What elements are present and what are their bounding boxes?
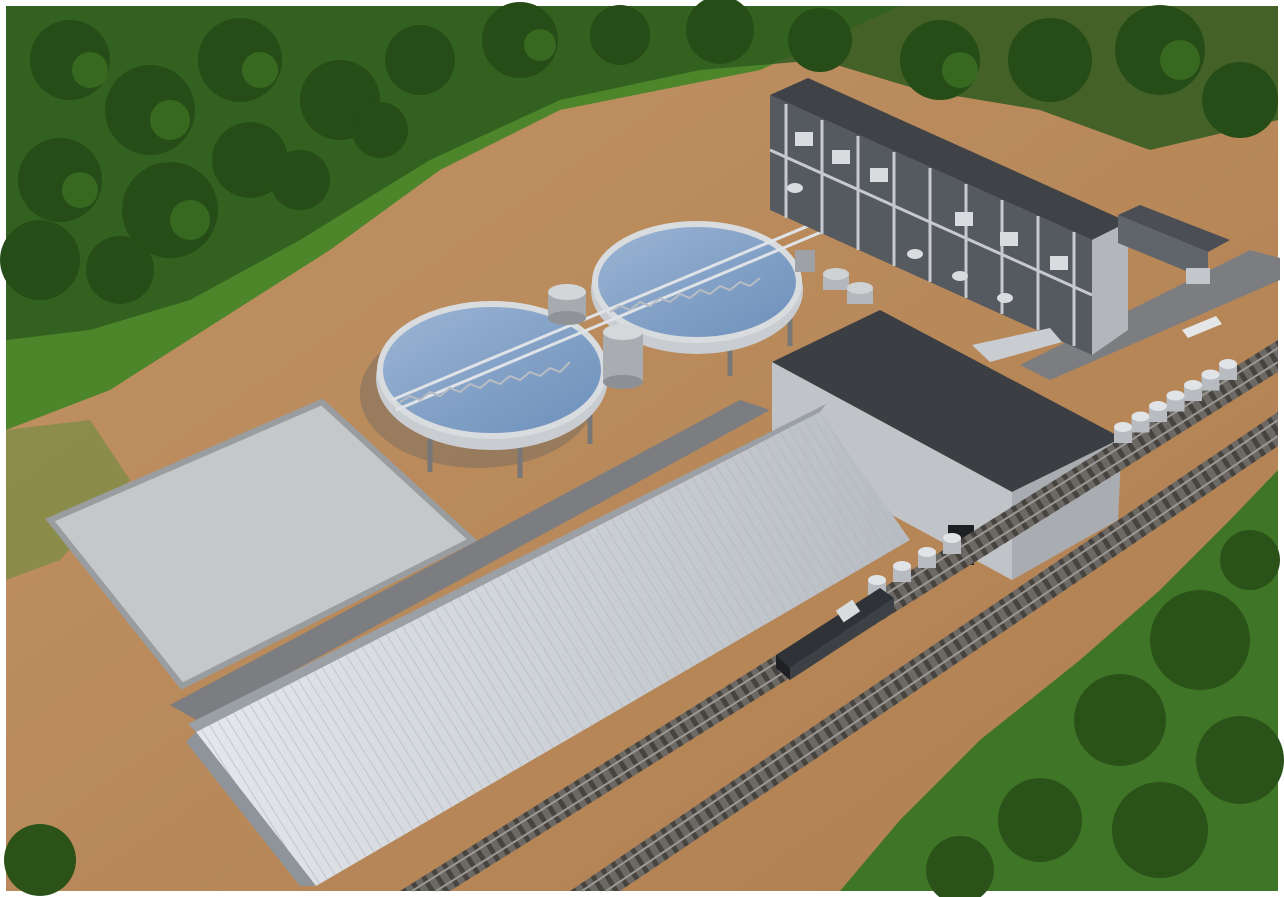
railcar-lower-1	[918, 547, 936, 568]
railcar-lower-0	[943, 533, 961, 554]
conveyor-chute	[972, 328, 1062, 362]
locomotive	[776, 588, 894, 680]
process-building	[769, 78, 1128, 355]
railcar-upper-5	[1131, 411, 1150, 433]
railcar-lower-2	[893, 561, 911, 582]
railcar-upper-6	[1114, 422, 1132, 443]
silo-small	[548, 284, 586, 325]
tree-clusters-lower	[926, 530, 1284, 897]
railcar-upper-4	[1149, 401, 1167, 422]
small-process-tanks	[795, 250, 873, 304]
clarifier-tank-left	[360, 301, 608, 478]
access-road	[170, 400, 770, 722]
bridge-truss	[391, 198, 875, 412]
small-sheds	[1118, 205, 1230, 338]
railcar-upper-1	[1201, 369, 1220, 391]
railway-lower	[570, 412, 1279, 892]
storage-shed	[186, 404, 910, 886]
clarifier-tank-right	[591, 221, 803, 376]
grass-left	[6, 420, 130, 580]
concrete-pad	[45, 398, 478, 690]
railcar-upper-3	[1166, 390, 1185, 412]
tree-highlights	[62, 29, 1200, 240]
railcar-upper-0	[1219, 359, 1237, 380]
railcars	[868, 359, 1237, 596]
tree-lower-left	[4, 824, 76, 896]
railcar-upper-2	[1184, 380, 1202, 401]
silo-large	[603, 324, 643, 389]
